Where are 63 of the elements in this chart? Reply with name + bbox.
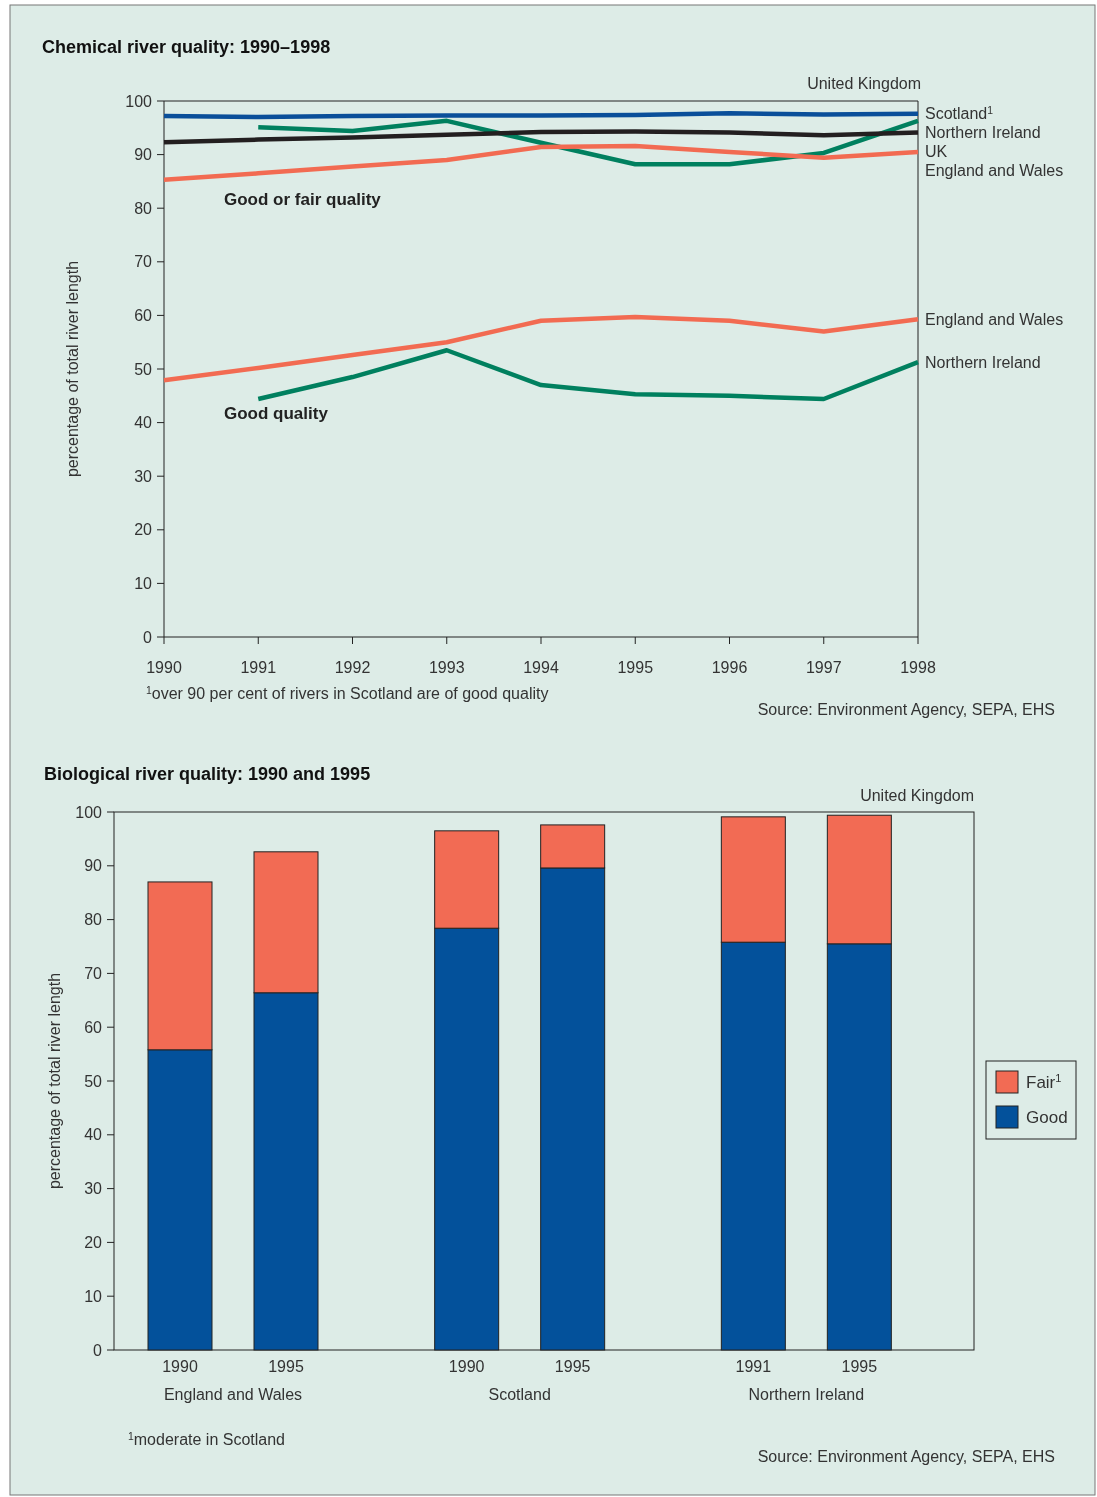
text: $^{1}$over 90 per cent of rivers in Scotland are of good quality bbox=[146, 684, 549, 702]
x-tick-label: 1995 bbox=[554, 1358, 591, 1375]
x-tick-label: 1995 bbox=[617, 659, 654, 676]
series-label: England and Wales bbox=[925, 162, 1064, 180]
line-series bbox=[161, 143, 921, 183]
y-tick-label: 20 bbox=[84, 1234, 103, 1251]
x-tick-label: 1995 bbox=[268, 1358, 304, 1375]
y-tick-label: 60 bbox=[134, 307, 153, 324]
legend-label: Fair$^{1}$ bbox=[1026, 1071, 1062, 1092]
annotation: Good quality bbox=[224, 403, 329, 423]
source-note: Source: Environment Agency, SEPA, EHS bbox=[757, 701, 1055, 718]
line-series bbox=[256, 347, 921, 402]
y-tick-label: 30 bbox=[134, 467, 153, 485]
x-tick-label: 1990 bbox=[448, 1358, 485, 1375]
y-tick-label: 50 bbox=[84, 1072, 103, 1090]
x-tick-label: 1991 bbox=[240, 659, 277, 676]
chart-title: Biological river quality: 1990 and 1995 bbox=[44, 764, 371, 784]
y-tick-label: 70 bbox=[134, 253, 153, 271]
source-note: Source: Environment Agency, SEPA, EHS bbox=[757, 1448, 1055, 1465]
annotation: Good or fair quality bbox=[224, 190, 382, 210]
series-label: England and Wales bbox=[925, 310, 1064, 328]
y-tick-label: 10 bbox=[84, 1287, 103, 1305]
x-tick-label: 1994 bbox=[523, 659, 559, 676]
chart-subtitle: United Kingdom bbox=[860, 787, 974, 804]
y-tick-label: 80 bbox=[134, 199, 153, 217]
y-tick-label: 10 bbox=[134, 575, 153, 592]
line-series bbox=[161, 314, 921, 383]
y-tick-label: 60 bbox=[84, 1018, 103, 1036]
y-tick-label: 40 bbox=[134, 414, 153, 432]
y-tick-label: 40 bbox=[84, 1126, 103, 1144]
y-tick-label: 30 bbox=[84, 1180, 103, 1198]
x-tick-label: 1992 bbox=[334, 659, 371, 676]
y-tick-label: 80 bbox=[84, 911, 103, 929]
chart-title: Chemical river quality: 1990–1998 bbox=[42, 37, 331, 57]
text: England and Wales bbox=[163, 1386, 303, 1403]
text: Northern Ireland bbox=[748, 1386, 865, 1403]
y-tick-label: 50 bbox=[134, 360, 153, 378]
series-label: Northern Ireland bbox=[925, 124, 1041, 142]
y-tick-label: 100 bbox=[75, 803, 103, 821]
y-axis-title: percentage of total river length bbox=[64, 260, 81, 478]
text: Scotland bbox=[488, 1386, 551, 1403]
y-tick-label: 20 bbox=[134, 521, 153, 539]
y-tick-label: 90 bbox=[84, 857, 103, 875]
x-tick-label: 1995 bbox=[841, 1358, 878, 1375]
x-tick-label: 1990 bbox=[162, 1358, 198, 1375]
series-label: Scotland$^{1}$ bbox=[925, 104, 994, 123]
x-tick-label: 1991 bbox=[735, 1358, 772, 1375]
chart-subtitle: United Kingdom bbox=[807, 75, 921, 92]
x-tick-label: 1998 bbox=[900, 659, 936, 676]
y-tick-label: 0 bbox=[93, 1341, 103, 1359]
series-label: Northern Ireland bbox=[925, 353, 1041, 371]
text: $^{1}$moderate in Scotland bbox=[128, 1430, 285, 1448]
series-label: UK bbox=[925, 143, 948, 161]
y-tick-label: 90 bbox=[134, 146, 153, 164]
x-tick-label: 1990 bbox=[146, 659, 182, 676]
x-tick-label: 1996 bbox=[711, 659, 748, 676]
y-axis-title: percentage of total river length bbox=[46, 972, 63, 1190]
y-tick-label: 0 bbox=[143, 628, 153, 646]
legend-label: Good bbox=[1026, 1107, 1068, 1127]
x-tick-label: 1993 bbox=[428, 659, 465, 676]
x-tick-label: 1997 bbox=[805, 659, 842, 676]
y-tick-label: 70 bbox=[84, 965, 103, 982]
y-tick-label: 100 bbox=[125, 92, 153, 110]
